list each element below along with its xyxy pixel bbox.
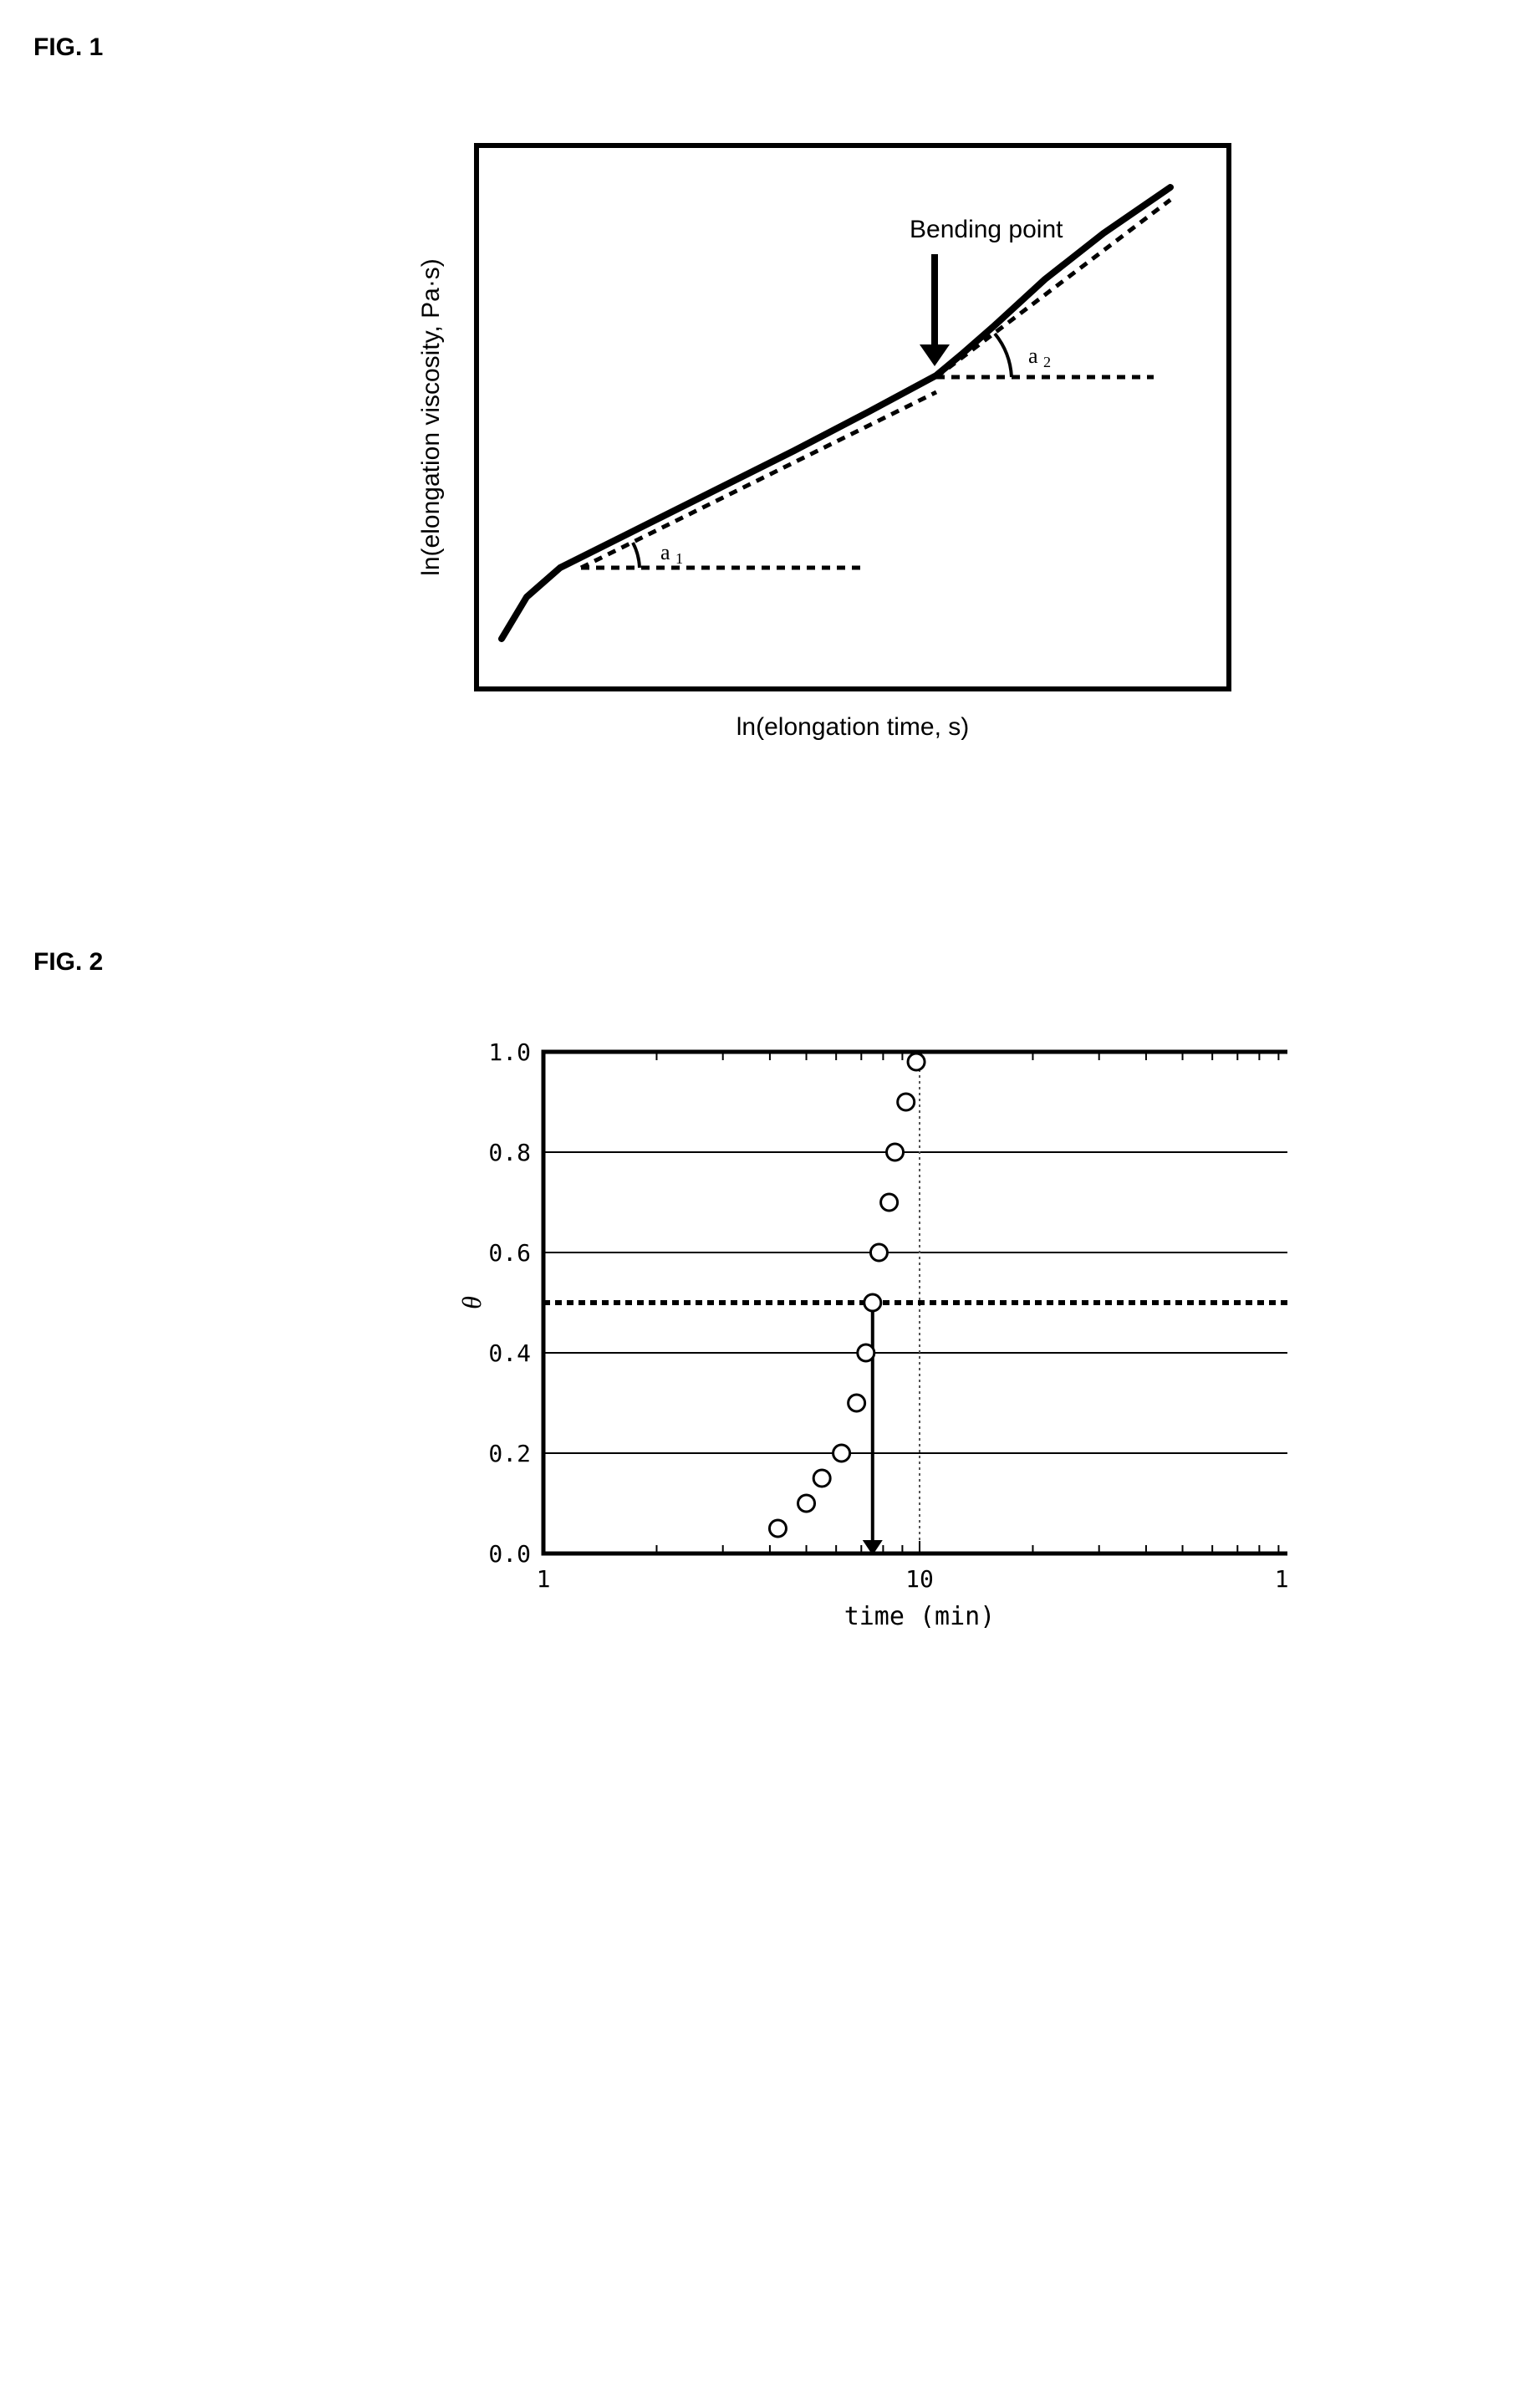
- fig2-caption: FIG. 2: [33, 948, 1491, 977]
- fig1-chart: a1a2Bending pointln(elongation time, s)l…: [393, 112, 1491, 781]
- svg-text:θ: θ: [456, 1296, 487, 1309]
- fig2-svg: 0.0 0.2 0.4 0.6 0.8 1.0 1 10 100 time (min) θ: [451, 1027, 1287, 1662]
- svg-text:1.0: 1.0: [488, 1038, 531, 1066]
- svg-text:0.0: 0.0: [488, 1540, 531, 1568]
- figure-1: FIG. 1 a1a2Bending pointln(elongation ti…: [33, 33, 1491, 781]
- svg-text:1: 1: [675, 550, 683, 567]
- svg-text:ln(elongation viscosity, Pa·s): ln(elongation viscosity, Pa·s): [417, 258, 445, 576]
- svg-text:10: 10: [905, 1565, 934, 1593]
- svg-text:0.8: 0.8: [488, 1139, 531, 1166]
- svg-text:time (min): time (min): [844, 1602, 996, 1631]
- svg-text:a: a: [660, 540, 670, 564]
- svg-text:ln(elongation time, s): ln(elongation time, s): [737, 713, 969, 741]
- figure-2: FIG. 2 0.0 0.2 0.4 0.6 0.8 1.0 1 10 100 time (min…: [33, 948, 1491, 1662]
- fig1-caption: FIG. 1: [33, 33, 1491, 62]
- fig1-svg: a1a2Bending pointln(elongation time, s)l…: [393, 112, 1312, 781]
- svg-text:0.2: 0.2: [488, 1440, 531, 1467]
- svg-text:a: a: [1028, 344, 1038, 368]
- svg-text:1: 1: [537, 1565, 551, 1593]
- svg-text:0.6: 0.6: [488, 1239, 531, 1267]
- svg-text:Bending point: Bending point: [910, 216, 1063, 243]
- svg-text:0.4: 0.4: [488, 1339, 531, 1367]
- fig2-chart: 0.0 0.2 0.4 0.6 0.8 1.0 1 10 100 time (min) θ: [451, 1027, 1491, 1662]
- svg-text:100: 100: [1275, 1565, 1287, 1593]
- svg-text:2: 2: [1043, 354, 1051, 370]
